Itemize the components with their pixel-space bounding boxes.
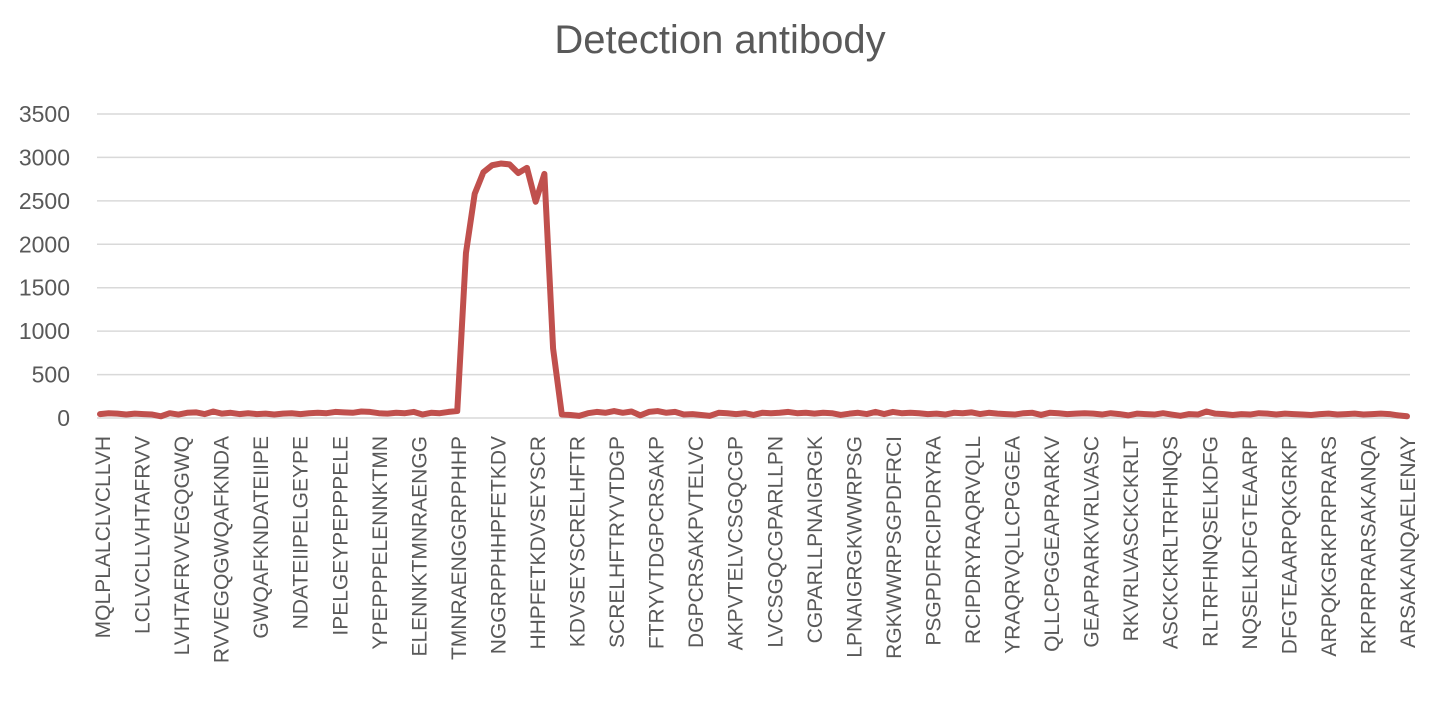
x-tick-label: RVVEGQGWQAFKNDA	[211, 436, 234, 663]
x-tick-label: LVHTAFRVVEGQGWQ	[171, 436, 194, 655]
y-tick-label: 1000	[19, 318, 70, 344]
x-tick-label: NQSELKDFGTEAARP	[1239, 436, 1262, 650]
x-tick-label: DGPCRSAKPVTELVC	[685, 436, 708, 648]
x-tick-label: AKPVTELVCSGQCGP	[725, 436, 748, 650]
x-tick-label: GEAPRARKVRLVASC	[1081, 436, 1104, 648]
x-tick-label: RGKWWRPSGPDFRCI	[883, 436, 906, 659]
x-tick-label: RLTRFHNQSELKDFG	[1199, 436, 1222, 647]
x-tick-label: GWQAFKNDATEIIPE	[250, 436, 273, 639]
y-tick-label: 2000	[19, 231, 70, 257]
x-tick-label: TMNRAENGGRPPHHP	[448, 436, 471, 660]
x-tick-label: NDATEIIPELGEYPE	[290, 436, 313, 629]
x-tick-label: DFGTEAARPQKGRKP	[1278, 436, 1301, 654]
x-tick-label: SCRELHFTRYVTDGP	[606, 436, 629, 648]
y-tick-label: 3500	[19, 101, 70, 127]
chart-title: Detection antibody	[554, 18, 886, 62]
x-tick-label: CGPARLLPNAIGRGK	[804, 436, 827, 643]
y-tick-label: 3000	[19, 144, 70, 170]
x-tick-label: LVCSGQCGPARLLPN	[764, 436, 787, 648]
x-tick-label: IPELGEYPEPPPELE	[329, 436, 352, 636]
x-tick-label: NGGRPPHHPFETKDV	[487, 436, 510, 654]
x-tick-label: FTRYVTDGPCRSAKP	[646, 436, 669, 649]
x-tick-label: ASCKCKRLTRFHNQS	[1160, 436, 1183, 649]
x-axis-tick-labels: MQLPLALCLVCLLVH LCLVCLLVHTAFRVV LVHTAFRVVE…	[92, 436, 1420, 663]
x-tick-label: MQLPLALCLVCLLVH	[92, 436, 115, 638]
y-tick-label: 2500	[19, 188, 70, 214]
y-axis-tick-labels: 0 500 1000 1500 2000 2500 3000 3500	[19, 101, 70, 431]
x-tick-label: YRAQRVQLLCPGGEA	[1002, 436, 1025, 654]
x-tick-label: HHPFETKDVSEYSCR	[527, 436, 550, 650]
y-tick-label: 1500	[19, 275, 70, 301]
y-tick-label: 500	[32, 362, 70, 388]
gridlines	[97, 113, 1410, 419]
x-tick-label: QLLCPGGEAPRARKV	[1041, 436, 1064, 652]
x-tick-label: KDVSEYSCRELHFTR	[567, 436, 590, 647]
x-tick-label: RCIPDRYRAQRVQLL	[962, 436, 985, 644]
series-layer	[97, 160, 1410, 420]
y-tick-label: 0	[57, 405, 70, 431]
series-line	[97, 160, 1410, 420]
x-tick-label: PSGPDFRCIPDRYRA	[922, 436, 945, 646]
x-tick-label: RKPRPRARSAKANQA	[1357, 436, 1380, 654]
x-tick-label: ARSAKANQAELENAY	[1397, 436, 1420, 648]
x-tick-label: YPEPPPELENNKTMN	[369, 436, 392, 650]
x-tick-label: LPNAIGRGKWWRPSG	[843, 436, 866, 658]
x-tick-label: ELENNKTMNRAENGG	[408, 436, 431, 657]
x-tick-label: RKVRLVASCKCKRLT	[1120, 436, 1143, 642]
x-tick-label: LCLVCLLVHTAFRVV	[132, 436, 155, 634]
x-tick-label: ARPQKGRKPRPRARS	[1318, 436, 1341, 657]
